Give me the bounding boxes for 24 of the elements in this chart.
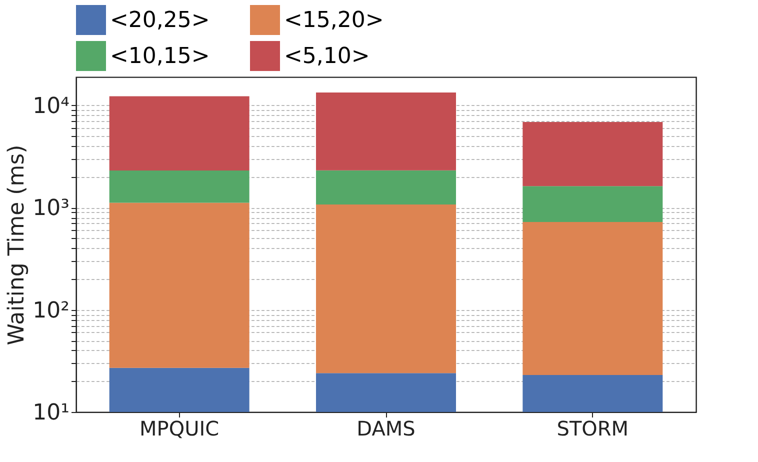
y-tick-label: 10¹ <box>32 400 70 426</box>
legend-label: <10,15> <box>110 44 210 69</box>
x-tick-label: MPQUIC <box>140 416 220 440</box>
x-tick-label: DAMS <box>356 416 416 440</box>
y-tick-label: 10⁴ <box>32 94 70 119</box>
x-tick-label: STORM <box>556 416 629 440</box>
bar <box>109 96 250 171</box>
bar <box>109 368 250 412</box>
y-axis-title: Waiting Time (ms) <box>4 144 30 346</box>
bar <box>316 204 456 374</box>
bar <box>522 375 663 412</box>
y-tick-label: 10² <box>32 298 70 324</box>
legend-label: <15,20> <box>284 8 384 33</box>
bar <box>316 373 456 412</box>
bar <box>109 202 250 368</box>
y-tick-label: 10³ <box>32 196 70 222</box>
bar <box>316 170 456 204</box>
bar <box>522 186 663 222</box>
bar <box>522 222 663 376</box>
bar <box>316 92 456 170</box>
bar <box>109 170 250 203</box>
legend-label: <5,10> <box>284 44 370 69</box>
legend-label: <20,25> <box>110 8 210 33</box>
bar <box>522 122 663 186</box>
